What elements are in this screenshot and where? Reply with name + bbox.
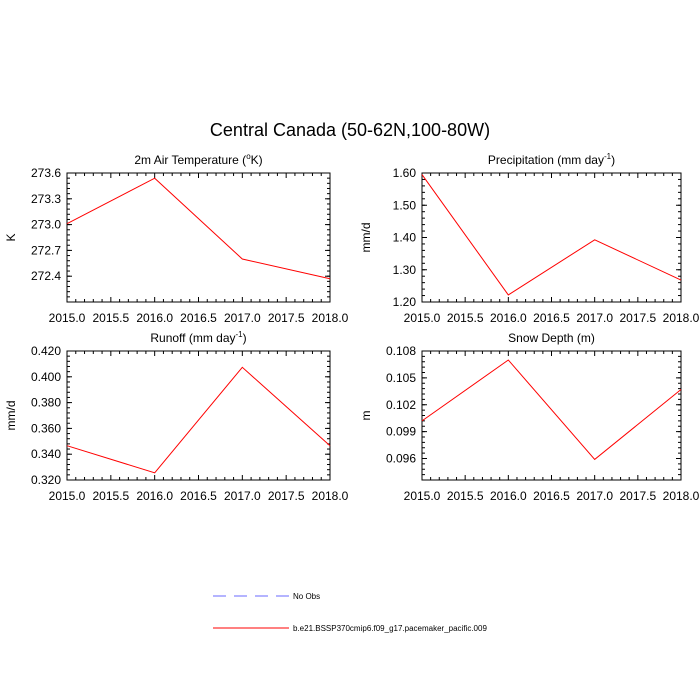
y-tick-label: 272.4: [31, 269, 61, 283]
x-tick-label: 2018.0: [663, 311, 700, 325]
x-tick-label: 2018.0: [663, 489, 700, 503]
panel-title: Precipitation (mm day-1): [488, 152, 615, 167]
y-tick-label: 0.420: [31, 344, 61, 358]
x-tick-label: 2017.5: [619, 489, 656, 503]
x-tick-label: 2016.5: [533, 311, 570, 325]
x-tick-label: 2015.0: [49, 311, 86, 325]
plot-frame: [421, 350, 682, 481]
chart-panel-2: 2015.0 2015.5 2016.0 2016.5 2017.0 2017.5 2018…: [4, 330, 349, 503]
plot-frame: [421, 172, 682, 303]
y-axis-label: K: [4, 233, 18, 241]
y-tick-label: 0.096: [386, 452, 416, 466]
y-axis-label: mm/d: [359, 223, 373, 253]
y-tick-label: 1.50: [393, 198, 417, 212]
panel-title-superscript: o: [246, 152, 251, 161]
x-tick-label: 2016.5: [180, 311, 217, 325]
panel-title: Snow Depth (m): [508, 331, 595, 345]
y-tick-label: 0.102: [386, 398, 416, 412]
y-tick-label: 0.340: [31, 447, 61, 461]
x-tick-label: 2015.5: [447, 311, 484, 325]
y-tick-label: 273.3: [31, 192, 61, 206]
panel-title-main: Precipitation (mm day: [488, 153, 604, 167]
y-tick-label: 0.108: [386, 344, 416, 358]
chart-panels: 2015.0 2015.5 2016.0 2016.5 2017.0 2017.5 2018…: [4, 152, 700, 503]
x-tick-label: 2016.5: [533, 489, 570, 503]
series-line-0: [66, 177, 331, 280]
x-tick-label: 2017.0: [224, 489, 261, 503]
y-tick-label: 273.0: [31, 218, 61, 232]
x-tick-label: 2015.5: [92, 311, 129, 325]
legend-label-model: b.e21.BSSP370cmip6.f09_g17.pacemaker_pac…: [293, 624, 487, 633]
series-line-0: [421, 359, 682, 461]
x-tick-label: 2017.0: [576, 489, 613, 503]
y-tick-label: 0.105: [386, 371, 416, 385]
y-tick-label: 0.320: [31, 473, 61, 487]
y-tick-label: 273.6: [31, 166, 61, 180]
y-tick-label: 272.7: [31, 243, 61, 257]
x-tick-label: 2015.0: [404, 311, 441, 325]
x-tick-label: 2015.0: [49, 489, 86, 503]
x-tick-label: 2016.0: [490, 311, 527, 325]
plot-frame: [66, 172, 331, 303]
panel-title-end: K): [251, 153, 263, 167]
chart-panel-1: 2015.0 2015.5 2016.0 2016.5 2017.0 2017.5 2018…: [359, 152, 700, 325]
chart-panel-0: 2015.0 2015.5 2016.0 2016.5 2017.0 2017.5 2018…: [4, 152, 349, 325]
panel-title-main: Runoff (mm day: [150, 331, 235, 345]
y-axis-label: m: [359, 411, 373, 421]
x-tick-label: 2017.5: [268, 311, 305, 325]
x-tick-label: 2018.0: [312, 311, 349, 325]
y-tick-label: 1.30: [393, 263, 417, 277]
figure-title: Central Canada (50-62N,100-80W): [210, 120, 490, 140]
y-tick-label: 1.40: [393, 231, 417, 245]
y-axis-label: mm/d: [4, 401, 18, 431]
x-tick-label: 2015.5: [447, 489, 484, 503]
x-tick-label: 2016.0: [136, 311, 173, 325]
x-tick-label: 2017.0: [224, 311, 261, 325]
plot-frame: [66, 350, 331, 481]
x-tick-label: 2017.5: [619, 311, 656, 325]
panel-title-main: 2m Air Temperature (: [134, 153, 246, 167]
panel-title-main: Snow Depth (m): [508, 331, 595, 345]
x-tick-label: 2016.0: [136, 489, 173, 503]
y-tick-label: 0.380: [31, 396, 61, 410]
legend-label-no-obs: No Obs: [293, 592, 320, 601]
legend: No Obs b.e21.BSSP370cmip6.f09_g17.pacema…: [213, 592, 487, 633]
panel-title: 2m Air Temperature (oK): [134, 152, 262, 167]
y-tick-label: 1.20: [393, 295, 417, 309]
y-tick-label: 0.360: [31, 421, 61, 435]
y-tick-label: 0.400: [31, 370, 61, 384]
chart-panel-3: 2015.0 2015.5 2016.0 2016.5 2017.0 2017.5 2018…: [359, 331, 700, 503]
x-tick-label: 2016.0: [490, 489, 527, 503]
series-line-0: [421, 174, 682, 296]
x-tick-label: 2018.0: [312, 489, 349, 503]
panel-title: Runoff (mm day-1): [150, 330, 246, 345]
y-tick-label: 0.099: [386, 425, 416, 439]
x-tick-label: 2015.0: [404, 489, 441, 503]
panel-title-superscript: -1: [236, 330, 244, 339]
x-tick-label: 2017.0: [576, 311, 613, 325]
panel-title-superscript: -1: [604, 152, 612, 161]
panel-title-end: ): [611, 153, 615, 167]
x-tick-label: 2017.5: [268, 489, 305, 503]
y-tick-label: 1.60: [393, 166, 417, 180]
x-tick-label: 2015.5: [92, 489, 129, 503]
x-tick-label: 2016.5: [180, 489, 217, 503]
panel-title-end: ): [243, 331, 247, 345]
series-line-0: [66, 366, 331, 474]
